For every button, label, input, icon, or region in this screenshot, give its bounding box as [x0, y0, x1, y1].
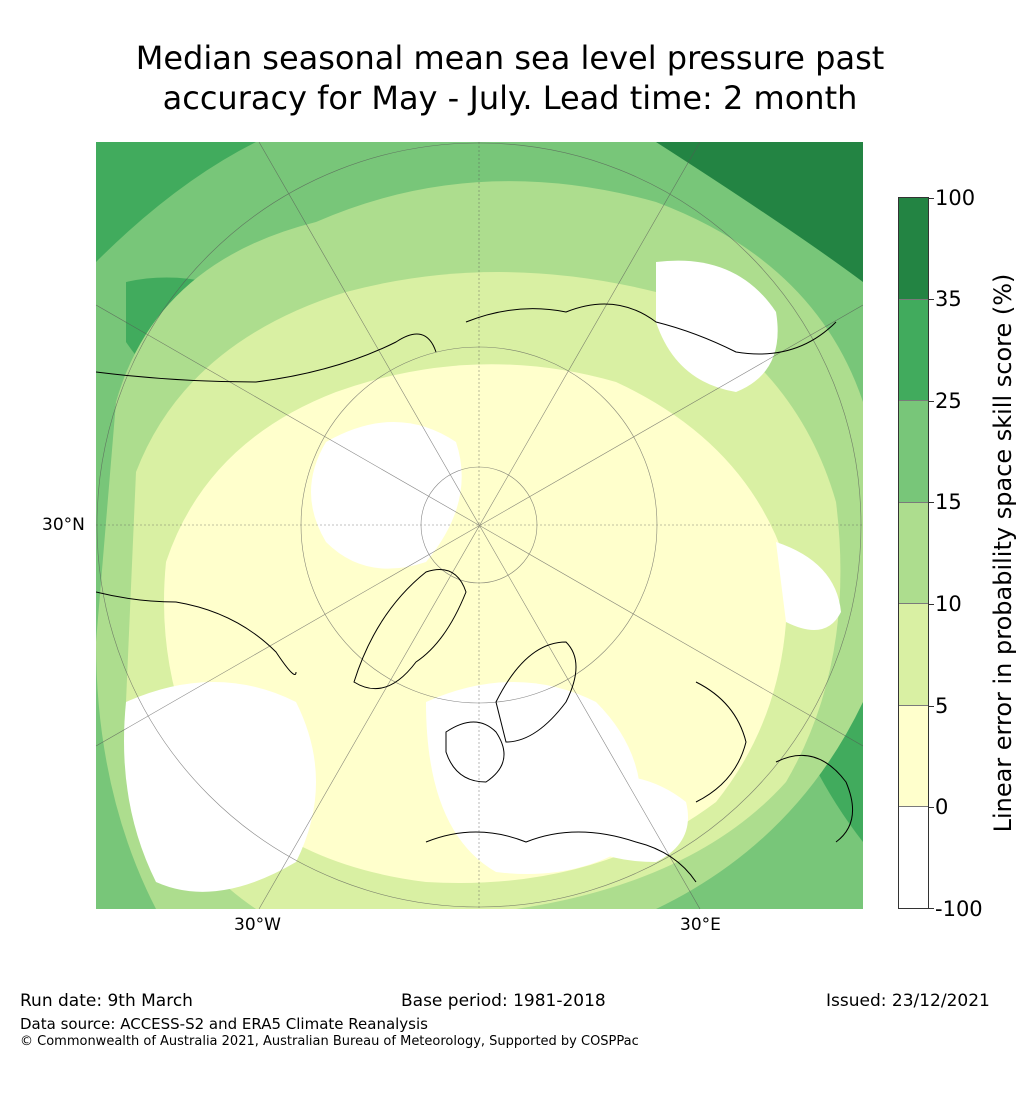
polar-map	[96, 142, 863, 909]
colorbar	[898, 197, 929, 909]
data-source: Data source: ACCESS-S2 and ERA5 Climate …	[20, 1015, 428, 1033]
colorbar-tickmark	[929, 299, 934, 300]
title-line-1: Median seasonal mean sea level pressure …	[135, 39, 885, 77]
colorbar-tickmark	[929, 198, 934, 199]
coast-north-america	[96, 591, 297, 675]
colorbar-bin-neg100-0	[899, 807, 928, 909]
patch-arctic-canada	[311, 422, 462, 569]
patch-north-pacific	[124, 682, 316, 892]
colorbar-tick-0: 0	[935, 795, 949, 819]
colorbar-label: Linear error in probability space skill …	[989, 273, 1017, 833]
colorbar-tick-100: 100	[935, 186, 976, 210]
lat-label-30n: 30°N	[42, 515, 85, 535]
coast-mediterranean	[425, 831, 697, 883]
coast-uk	[445, 721, 505, 783]
coast-east-asia	[775, 754, 853, 843]
coast-scandinavia	[495, 641, 577, 743]
colorbar-tickmark	[929, 908, 934, 909]
colorbar-bin-10-15	[899, 502, 928, 605]
base-period: Base period: 1981-2018	[401, 991, 606, 1011]
lon-label-30e: 30°E	[680, 915, 721, 935]
colorbar-bin-15-25	[899, 401, 928, 503]
colorbar-tickmark	[929, 604, 934, 605]
coastlines	[96, 303, 853, 883]
lon-label-30w: 30°W	[234, 915, 281, 935]
colorbar-bin-35-100	[899, 198, 928, 300]
patch-mediterranean	[566, 775, 688, 862]
colorbar-tickmark	[929, 502, 934, 503]
colorbar-tick-10: 10	[935, 592, 962, 616]
colorbar-tick-5: 5	[935, 694, 949, 718]
copyright: © Commonwealth of Australia 2021, Austra…	[20, 1034, 639, 1049]
run-date: Run date: 9th March	[20, 991, 193, 1011]
chart-title: Median seasonal mean sea level pressure …	[0, 38, 1020, 118]
map-svg	[96, 142, 863, 909]
coast-alaska	[96, 333, 437, 383]
colorbar-tick-25: 25	[935, 389, 962, 413]
colorbar-tickmark	[929, 401, 934, 402]
colorbar-tick-neg100: -100	[935, 897, 983, 921]
issued-date: Issued: 23/12/2021	[826, 991, 990, 1011]
region-dark-ne	[656, 142, 863, 282]
coast-greenland	[353, 569, 467, 690]
colorbar-tick-35: 35	[935, 287, 962, 311]
graticule	[96, 142, 863, 909]
meridian-d	[96, 304, 863, 747]
patch-east-asia	[776, 542, 841, 630]
colorbar-tickmark	[929, 706, 934, 707]
coast-black-sea	[695, 681, 747, 803]
colorbar-bin-25-35	[899, 299, 928, 402]
region-nw	[96, 142, 256, 262]
colorbar-bin-5-10	[899, 604, 928, 706]
colorbar-tick-15: 15	[935, 490, 962, 514]
title-line-2: accuracy for May - July. Lead time: 2 mo…	[162, 79, 858, 117]
colorbar-tickmark	[929, 807, 934, 808]
patch-siberia	[656, 260, 778, 392]
colorbar-bin-0-5	[899, 705, 928, 808]
coast-siberia	[465, 303, 837, 355]
